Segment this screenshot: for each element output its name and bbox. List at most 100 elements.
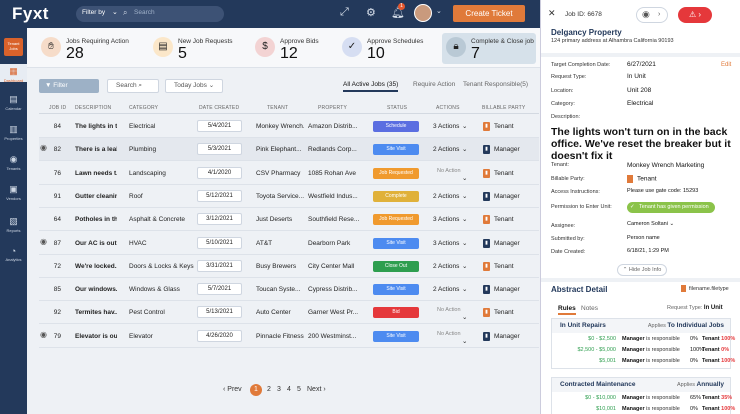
status-badge[interactable]: Bid xyxy=(373,307,419,319)
bell-icon[interactable]: 🔔︎ xyxy=(391,7,405,19)
assignee-value[interactable]: Cameron Soltani ⌄ xyxy=(627,221,675,227)
tab-rules[interactable]: Rules xyxy=(558,305,576,315)
chevron-down-icon[interactable]: ⌄ xyxy=(462,216,468,224)
description-cell[interactable]: We're locked... xyxy=(75,262,117,270)
chevron-down-icon[interactable]: ⌄ xyxy=(436,8,442,15)
col-property[interactable]: PROPERTY xyxy=(318,105,348,111)
actions-dropdown[interactable]: 3 Actions xyxy=(433,239,460,247)
description-cell[interactable]: Our AC is out... xyxy=(75,239,117,247)
page-5[interactable]: 5 xyxy=(297,386,301,393)
table-row[interactable]: 76 Lawn needs t... Landscaping 4/1/2020 CSV … xyxy=(39,162,539,185)
description-cell[interactable]: There is a leak... xyxy=(75,146,117,154)
description-cell[interactable]: Potholes in th... xyxy=(75,216,117,224)
chevron-down-icon[interactable]: ⌄ xyxy=(462,262,468,270)
next-button[interactable]: Next › xyxy=(307,386,326,393)
chevron-down-icon[interactable]: ⌄ xyxy=(462,123,468,130)
chevron-down-icon[interactable]: ⌄ xyxy=(462,337,468,345)
chevron-down-icon[interactable]: ⌄ xyxy=(462,239,468,247)
chevron-down-icon[interactable]: ⌄ xyxy=(112,9,118,16)
search-button[interactable]: Search ⌕ xyxy=(107,79,159,93)
table-row[interactable]: 92 Termites hav... Pest Control 5/13/2021 Au… xyxy=(39,301,539,325)
status-badge[interactable]: Close Out xyxy=(373,260,419,272)
tab-tenant-responsible[interactable]: Tenant Responsible(5) xyxy=(463,81,529,88)
description-cell[interactable]: Our windows... xyxy=(75,286,117,294)
hide-job-info-button[interactable]: ⌃ Hide Job Info xyxy=(617,264,667,276)
table-row[interactable]: 84 The lights in the... Electrical 5/4/2021… xyxy=(39,115,539,138)
description-cell[interactable]: Termites hav... xyxy=(75,309,117,317)
stat-jobs-requiring-action[interactable]: ✋︎ Jobs Requiring Action 28 xyxy=(41,34,151,64)
table-row[interactable]: ◉ 87 Our AC is out... HVAC 5/10/2021 AT&T Dear… xyxy=(39,232,539,255)
table-row[interactable]: 91 Gutter cleaning... Roof 5/12/2021 Toyota … xyxy=(39,185,539,208)
tenant-jobs-button[interactable]: Tenant Jobs xyxy=(4,38,23,56)
description-cell[interactable]: Lawn needs t... xyxy=(75,169,117,177)
stat-new-job-requests[interactable]: ▤ New Job Requests 5 xyxy=(153,34,253,64)
status-badge[interactable]: Schedule xyxy=(373,121,419,132)
col-description[interactable]: DESCRIPTION xyxy=(75,105,112,111)
status-badge[interactable]: Complete xyxy=(373,190,419,202)
assignee-avatar-button[interactable]: ◉ › xyxy=(636,7,668,23)
status-badge[interactable]: Site Visit xyxy=(373,237,419,249)
col-category[interactable]: CATEGORY xyxy=(129,105,159,111)
today-jobs-dropdown[interactable]: Today Jobs ⌄ xyxy=(165,79,223,93)
nav-dashboard[interactable]: ▦ Dashboard xyxy=(0,64,27,83)
actions-dropdown[interactable]: No Action xyxy=(437,307,461,314)
status-badge[interactable]: Site Visit xyxy=(373,330,419,342)
actions-dropdown[interactable]: 3 Actions xyxy=(433,216,460,224)
col-actions[interactable]: ACTIONS xyxy=(436,105,460,111)
table-row[interactable]: ◉ 79 Elevator is ou... Elevator 4/26/2020 Pin… xyxy=(39,325,539,348)
actions-dropdown[interactable]: 2 Actions xyxy=(433,146,460,154)
alert-button[interactable]: ⚠ › xyxy=(678,7,712,23)
chevron-down-icon[interactable]: ⌄ xyxy=(462,314,468,322)
description-cell[interactable]: Gutter cleaning... xyxy=(75,192,117,200)
filter-search-box[interactable]: Filter by ⌄ ⌕ Search xyxy=(76,6,224,22)
close-icon[interactable]: ✕ xyxy=(548,8,556,18)
tab-all-active-jobs[interactable]: All Active Jobs (35) xyxy=(343,81,399,92)
expand-icon[interactable]: ⤢ xyxy=(340,6,349,18)
nav-tenants[interactable]: ◉ Tenants xyxy=(0,154,27,171)
chevron-down-icon[interactable]: ⌄ xyxy=(462,286,468,294)
stat-approve-schedules[interactable]: ✓ Approve Schedules 10 xyxy=(342,34,442,64)
chevron-down-icon[interactable]: ⌄ xyxy=(462,174,468,182)
table-row[interactable]: ◉ 82 There is a leak... Plumbing 5/3/2021 Pin… xyxy=(39,138,539,162)
description-cell[interactable]: The lights in the... xyxy=(75,123,117,130)
table-row[interactable]: 85 Our windows... Windows & Glass 5/7/2021 T… xyxy=(39,278,539,302)
actions-dropdown[interactable]: No Action xyxy=(437,330,461,337)
status-badge[interactable]: Site Visit xyxy=(373,284,419,296)
actions-dropdown[interactable]: No Action xyxy=(437,167,461,174)
page-1[interactable]: 1 xyxy=(250,384,262,396)
actions-dropdown[interactable]: 2 Actions xyxy=(433,286,460,294)
nav-analytics[interactable]: ◔ Analytics xyxy=(0,246,27,262)
nav-properties[interactable]: ▥ Properties xyxy=(0,124,27,141)
actions-dropdown[interactable]: 3 Actions xyxy=(433,123,460,130)
prev-button[interactable]: ‹ Prev xyxy=(223,386,242,393)
col-date-created[interactable]: DATE CREATED xyxy=(199,105,240,111)
page-3[interactable]: 3 xyxy=(277,386,281,393)
nav-vendors[interactable]: ▣ Vendors xyxy=(0,184,27,201)
create-ticket-button[interactable]: Create Ticket xyxy=(453,5,525,22)
status-badge[interactable]: Job Requested xyxy=(373,214,419,226)
table-row[interactable]: 64 Potholes in th... Asphalt & Concrete 3/1… xyxy=(39,208,539,232)
status-badge[interactable]: Site Visit xyxy=(373,144,419,156)
abstract-file-link[interactable]: filename.filetype xyxy=(689,286,729,292)
search-input[interactable]: Search xyxy=(134,9,155,16)
stat-approve-bids[interactable]: $ Approve Bids 12 xyxy=(255,34,345,64)
chevron-down-icon[interactable]: ⌄ xyxy=(462,192,468,200)
col-tenant[interactable]: TENANT xyxy=(267,105,289,111)
description-cell[interactable]: Elevator is ou... xyxy=(75,332,117,340)
app-logo[interactable]: Fyxt xyxy=(12,4,49,23)
edit-link[interactable]: Edit xyxy=(721,62,732,68)
col-job-id[interactable]: JOB ID xyxy=(49,105,67,111)
tab-require-action[interactable]: Require Action xyxy=(413,81,456,88)
filter-button[interactable]: ▼ Filter xyxy=(39,79,99,93)
actions-dropdown[interactable]: 2 Actions xyxy=(433,192,460,200)
nav-reports[interactable]: ▧ Reports xyxy=(0,216,27,233)
filter-by-label[interactable]: Filter by xyxy=(82,9,106,16)
col-status[interactable]: STATUS xyxy=(387,105,408,111)
chevron-down-icon[interactable]: ⌄ xyxy=(462,146,468,154)
page-4[interactable]: 4 xyxy=(287,386,291,393)
col-billable-party[interactable]: BILLABLE PARTY xyxy=(482,105,526,111)
gear-icon[interactable]: ⚙ xyxy=(366,7,376,19)
stat-complete-close[interactable]: 🔒︎ Complete & Close job 7 xyxy=(446,34,538,64)
tab-notes[interactable]: Notes xyxy=(581,305,598,312)
table-row[interactable]: 72 We're locked... Doors & Locks & Keys 3/3… xyxy=(39,255,539,278)
